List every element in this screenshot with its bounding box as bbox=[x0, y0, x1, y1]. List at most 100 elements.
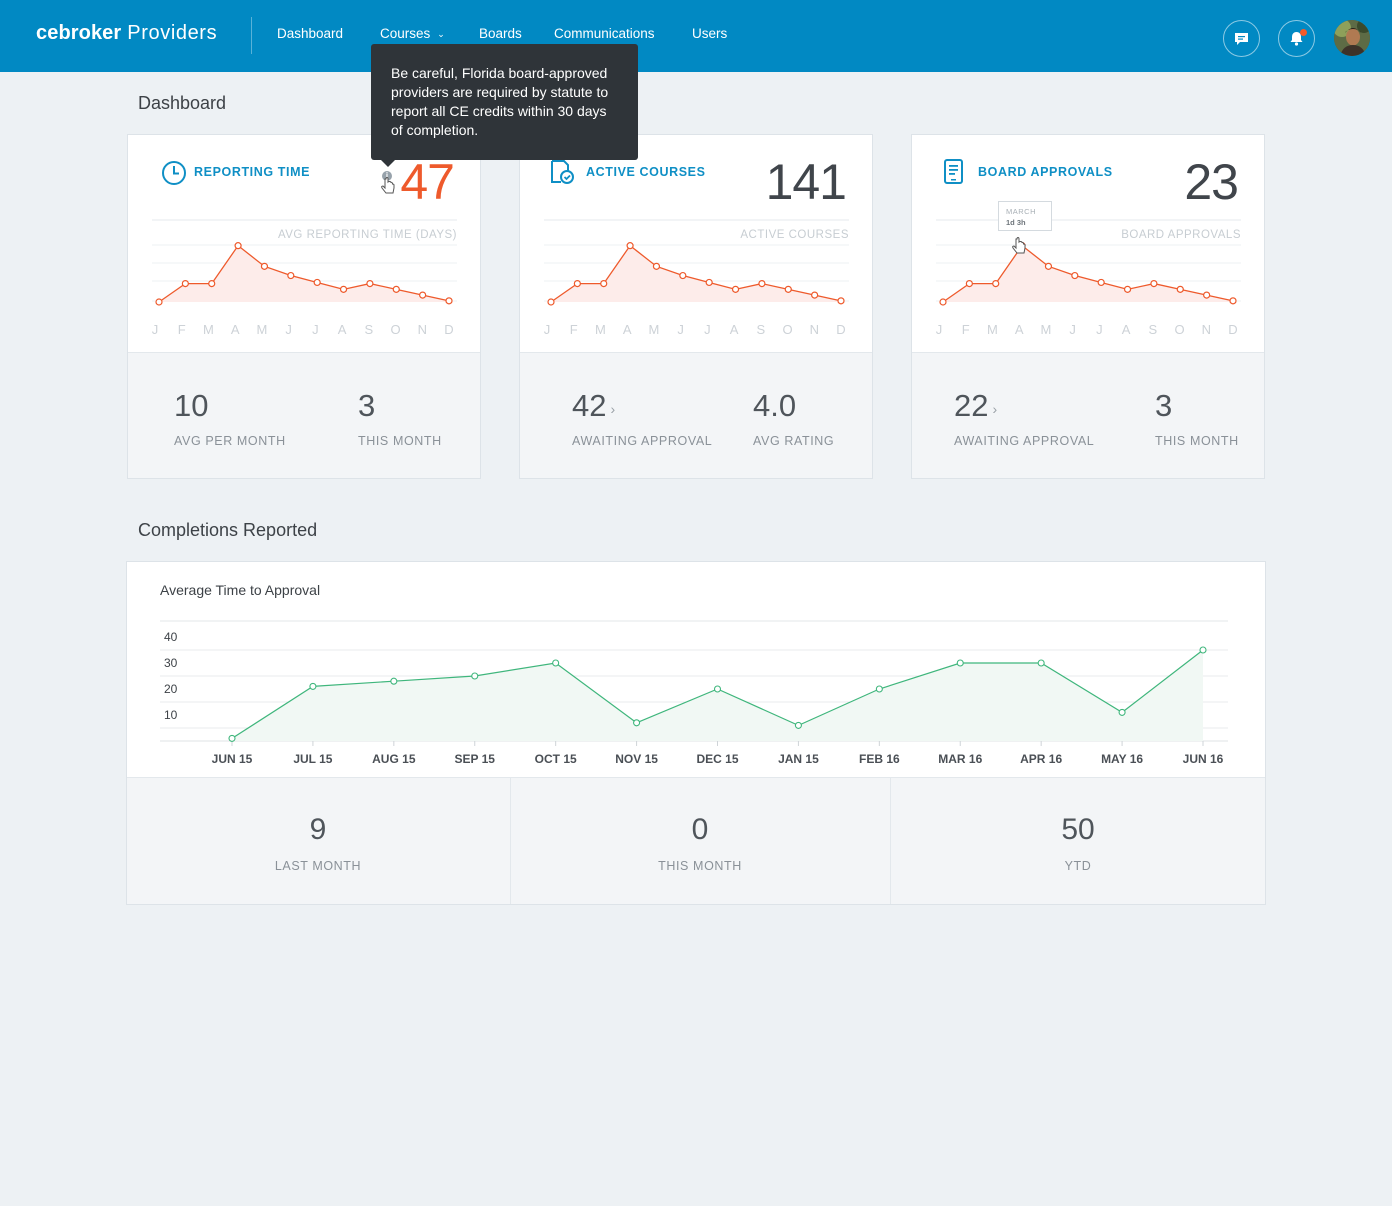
x-tick-label: O bbox=[1174, 322, 1184, 337]
awaiting-approval-link[interactable]: 22 › bbox=[954, 388, 997, 424]
chart-point bbox=[1123, 285, 1132, 293]
nav-link-boards[interactable]: Boards bbox=[479, 26, 522, 41]
chart-point bbox=[965, 280, 973, 288]
x-tick-label: F bbox=[178, 322, 186, 337]
x-tick-label: S bbox=[1148, 322, 1157, 337]
average-time-chart: 10 20 30 40 JUN 15 JUL 15 AUG 15 SEP 15 OCT 15 NO… bbox=[160, 620, 1228, 766]
stat-value: 3 bbox=[1155, 388, 1173, 423]
chart-point bbox=[339, 285, 348, 293]
stat-label: LAST MONTH bbox=[274, 859, 362, 873]
x-tick-label: D bbox=[836, 322, 845, 337]
chart-point bbox=[392, 285, 400, 293]
x-tick-label: N bbox=[810, 322, 819, 337]
chart-point bbox=[1071, 271, 1079, 280]
nav-link-communications[interactable]: Communications bbox=[554, 26, 655, 41]
x-tick-label: FEB 16 bbox=[859, 752, 900, 766]
nav-link-courses[interactable]: Courses ⌄ bbox=[380, 26, 445, 41]
chart-point bbox=[1199, 646, 1207, 654]
card-label: BOARD APPROVALS bbox=[978, 165, 1113, 179]
chart-hover-tooltip: MARCH 1d 3h bbox=[998, 201, 1052, 231]
stat-label: YTD bbox=[1064, 859, 1092, 873]
x-tick-label: A bbox=[1122, 322, 1131, 337]
chart-point bbox=[875, 685, 883, 693]
chart-point bbox=[992, 280, 1000, 288]
x-tick-label: DEC 15 bbox=[696, 752, 738, 766]
x-tick-label: A bbox=[623, 322, 632, 337]
x-tick-label: A bbox=[730, 322, 739, 337]
divider bbox=[890, 778, 891, 904]
chart-point bbox=[956, 659, 964, 667]
notification-badge bbox=[1300, 29, 1307, 36]
chart-area bbox=[159, 245, 449, 302]
x-tick-label: M bbox=[203, 322, 214, 337]
y-tick-label: 40 bbox=[164, 630, 178, 644]
chart-line bbox=[942, 244, 1234, 303]
stat-value: 50 bbox=[1061, 813, 1095, 846]
chart-point bbox=[445, 297, 453, 305]
chart-point bbox=[1176, 285, 1184, 293]
chart-point bbox=[390, 677, 398, 685]
x-tick-label: N bbox=[418, 322, 427, 337]
card-footer: 22 › AWAITING APPROVAL 3 THIS MONTH bbox=[912, 352, 1264, 478]
chevron-right-icon: › bbox=[992, 401, 998, 417]
chart-point bbox=[1044, 262, 1053, 270]
brand-logo[interactable]: cebroker Providers bbox=[36, 22, 217, 45]
stat-value: 3 bbox=[358, 388, 376, 423]
x-tick-label: OCT 15 bbox=[535, 752, 577, 766]
card-value: 23 bbox=[1184, 154, 1239, 210]
stat-label: THIS MONTH bbox=[1155, 434, 1239, 448]
hand-cursor-icon bbox=[1012, 237, 1026, 254]
x-tick-label: MAR 16 bbox=[938, 752, 982, 766]
chart-area bbox=[551, 245, 841, 302]
stat-value: 42 bbox=[572, 388, 607, 423]
chart-point bbox=[758, 280, 766, 288]
x-tick-label: F bbox=[962, 322, 970, 337]
nav-link-dashboard[interactable]: Dashboard bbox=[277, 26, 344, 41]
notifications-button[interactable] bbox=[1278, 20, 1315, 57]
x-tick-label: J bbox=[544, 322, 551, 337]
x-tick-label: JUN 15 bbox=[212, 752, 253, 766]
stat-value: 22 bbox=[954, 388, 989, 423]
stat-label: THIS MONTH bbox=[658, 859, 742, 873]
chart-point bbox=[1203, 291, 1211, 299]
chart-line bbox=[158, 244, 450, 303]
reporting-time-chart: AVG REPORTING TIME (DAYS) J F M A M J J A S O N D bbox=[152, 219, 457, 337]
x-tick-label: O bbox=[390, 322, 400, 337]
info-icon[interactable]: i bbox=[382, 171, 392, 181]
top-nav: cebroker Providers Dashboard Courses ⌄ Boa… bbox=[0, 0, 1392, 72]
chart-point bbox=[287, 271, 295, 280]
stat-value: 10 bbox=[174, 388, 209, 423]
awaiting-approval-link[interactable]: 42 › bbox=[572, 388, 615, 424]
board-approvals-chart: BOARD APPROVALS J F M A M J J A S O N D bbox=[936, 219, 1241, 337]
section-title: Completions Reported bbox=[138, 520, 318, 540]
x-tick-label: J bbox=[1096, 322, 1103, 337]
messages-button[interactable] bbox=[1223, 20, 1260, 57]
chart-point bbox=[713, 685, 722, 693]
card-footer: 10 AVG PER MONTH 3 THIS MONTH bbox=[128, 352, 480, 478]
stat-value: 4.0 bbox=[753, 388, 797, 423]
x-tick-label: J bbox=[677, 322, 684, 337]
chart-point bbox=[234, 242, 242, 250]
chart-point bbox=[626, 242, 634, 250]
stat-value: 9 bbox=[309, 813, 327, 846]
chart-line bbox=[550, 244, 842, 303]
x-tick-label: J bbox=[312, 322, 319, 337]
stat-label: AWAITING APPROVAL bbox=[954, 434, 1095, 448]
x-tick-label: SEP 15 bbox=[455, 752, 496, 766]
chart-point bbox=[939, 298, 947, 306]
x-tick-label: A bbox=[231, 322, 240, 337]
x-tick-label: J bbox=[152, 322, 159, 337]
y-tick-label: 30 bbox=[164, 656, 178, 670]
avatar[interactable] bbox=[1334, 20, 1370, 56]
chart-point bbox=[731, 285, 740, 293]
chart-point bbox=[309, 682, 317, 690]
chart-point bbox=[419, 291, 427, 299]
nav-link-users[interactable]: Users bbox=[692, 26, 728, 41]
x-tick-label: AUG 15 bbox=[372, 752, 416, 766]
x-tick-label: J bbox=[936, 322, 943, 337]
x-tick-label: JAN 15 bbox=[778, 752, 819, 766]
chart-point bbox=[547, 298, 555, 306]
stat-label: THIS MONTH bbox=[358, 434, 442, 448]
card-label: REPORTING TIME bbox=[194, 165, 311, 179]
x-tick-label: D bbox=[444, 322, 453, 337]
